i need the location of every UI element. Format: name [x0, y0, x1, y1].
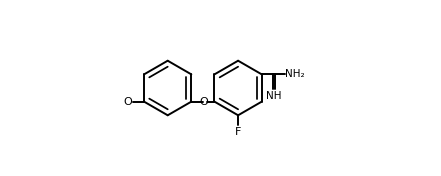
Text: NH₂: NH₂ [285, 69, 305, 79]
Text: O: O [199, 97, 208, 107]
Text: NH: NH [266, 91, 282, 101]
Text: O: O [124, 97, 132, 107]
Text: F: F [235, 127, 241, 137]
